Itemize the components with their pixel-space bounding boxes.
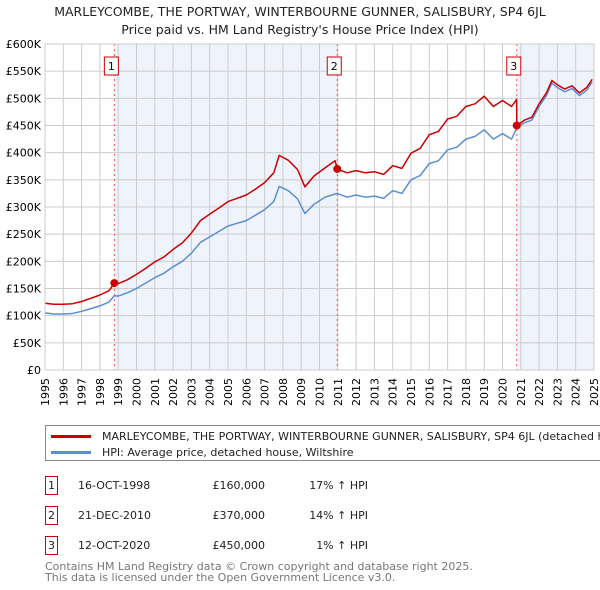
y-tick-label: £200K [6, 255, 42, 268]
sale-date: 12-OCT-2020 [78, 539, 151, 552]
legend-swatch-price [51, 434, 91, 438]
sale-marker-box-1 [103, 56, 119, 76]
x-tick-label: 2010 [314, 378, 327, 406]
x-tick-label: 2016 [423, 378, 436, 406]
sale-date: 21-DEC-2010 [78, 509, 152, 522]
x-tick-label: 2012 [350, 378, 363, 406]
footer-licence: This data is licensed under the Open Gov… [45, 571, 396, 584]
sale-number-badge: 2 [45, 506, 58, 525]
plot-border [44, 43, 595, 371]
x-tick-label: 2015 [405, 378, 418, 406]
legend-label-hpi: HPI: Average price, detached house, Wilt… [102, 445, 354, 459]
x-tick-label: 2002 [167, 378, 180, 406]
x-tick-label: 2013 [368, 378, 381, 406]
chart-subtitle: Price paid vs. HM Land Registry's House … [121, 22, 479, 37]
legend-item-price: MARLEYCOMBE, THE PORTWAY, WINTERBOURNE G… [51, 428, 600, 444]
x-tick-label: 1999 [112, 378, 125, 406]
sale-price: £160,000 [212, 479, 266, 492]
sale-marker-box-3 [506, 56, 522, 76]
sale-price: £370,000 [212, 509, 266, 522]
legend-item-hpi: HPI: Average price, detached house, Wilt… [51, 444, 354, 460]
x-tick-label: 2004 [204, 378, 217, 406]
y-tick-label: £350K [6, 174, 42, 187]
sale-point-3 [512, 121, 521, 130]
price-chart: 1995 1996 1997 1998 1999 2000 2001 2002 2003 2004… [6, 38, 600, 406]
sale-marker-box-2 [326, 56, 342, 76]
y-tick-label: £550K [6, 65, 42, 78]
x-tick-label: 2011 [332, 378, 345, 406]
sale-number-badge: 3 [45, 536, 58, 555]
x-tick-label: 2017 [442, 378, 455, 406]
legend-swatch-hpi [51, 450, 91, 454]
sale-hpi-diff: 17% ↑ HPI [309, 479, 368, 492]
y-tick-label: £100K [6, 310, 42, 323]
sale-date: 16-OCT-1998 [78, 479, 151, 492]
sale-marker-label-1: 1 [108, 60, 115, 73]
x-tick-label: 1996 [57, 378, 70, 406]
x-tick-label: 1995 [39, 378, 52, 406]
x-tick-label: 2007 [259, 378, 272, 406]
sale-hpi-diff: 14% ↑ HPI [309, 509, 368, 522]
x-tick-label: 2000 [131, 378, 144, 406]
sale-marker-label-2: 2 [331, 60, 338, 73]
x-tick-label: 2001 [149, 378, 162, 406]
x-tick-label: 2003 [185, 378, 198, 406]
footer-copyright: Contains HM Land Registry data © Crown c… [45, 560, 473, 573]
y-tick-label: £0 [27, 364, 41, 377]
y-tick-label: £150K [6, 283, 42, 296]
legend-label-price: MARLEYCOMBE, THE PORTWAY, WINTERBOURNE G… [102, 429, 600, 443]
x-tick-label: 2023 [551, 378, 564, 406]
y-tick-label: £50K [13, 337, 42, 350]
y-tick-label: £400K [6, 147, 42, 160]
x-tick-label: 1997 [76, 378, 89, 406]
y-tick-label: £250K [6, 228, 42, 241]
chart-title: MARLEYCOMBE, THE PORTWAY, WINTERBOURNE G… [54, 4, 546, 19]
x-tick-label: 2020 [497, 378, 510, 406]
x-tick-label: 2021 [515, 378, 528, 406]
sale-point-2 [333, 164, 342, 173]
x-tick-label: 2019 [478, 378, 491, 406]
sale-point-1 [110, 279, 119, 288]
x-tick-label: 2005 [222, 378, 235, 406]
sale-hpi-diff: 1% ↑ HPI [316, 539, 368, 552]
sale-price: £450,000 [212, 539, 266, 552]
y-tick-label: £450K [6, 120, 42, 133]
x-tick-label: 1998 [94, 378, 107, 406]
sale-number-badge: 1 [45, 476, 58, 495]
x-tick-label: 2022 [533, 378, 546, 406]
x-tick-label: 2008 [277, 378, 290, 406]
x-tick-label: 2014 [387, 378, 400, 406]
x-tick-label: 2024 [570, 378, 583, 406]
y-tick-label: £500K [6, 92, 42, 105]
x-tick-label: 2018 [460, 378, 473, 406]
y-tick-label: £300K [6, 201, 42, 214]
y-tick-label: £600K [6, 38, 42, 51]
x-tick-label: 2025 [588, 378, 600, 406]
legend: MARLEYCOMBE, THE PORTWAY, WINTERBOURNE G… [45, 425, 600, 461]
sale-marker-label-3: 3 [510, 60, 517, 73]
x-tick-label: 2009 [295, 378, 308, 406]
x-tick-label: 2006 [240, 378, 253, 406]
